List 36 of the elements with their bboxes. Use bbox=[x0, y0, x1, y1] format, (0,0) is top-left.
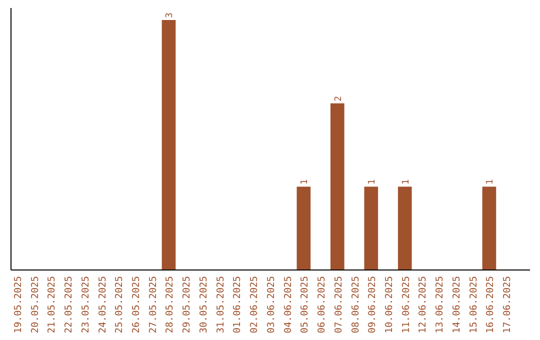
data-label: 1 bbox=[368, 179, 378, 185]
x-tick-label: 28.05.2025 bbox=[164, 276, 176, 334]
x-tick-label: 21.05.2025 bbox=[46, 276, 58, 334]
x-tick-label: 27.05.2025 bbox=[148, 276, 159, 334]
x-tick-label: 19.05.2025 bbox=[12, 276, 24, 334]
x-tick-label: 06.06.2025 bbox=[316, 276, 328, 334]
x-tick-label: 16.06.2025 bbox=[485, 276, 496, 334]
x-tick-label: 20.05.2025 bbox=[30, 276, 41, 334]
x-tick-label: 24.05.2025 bbox=[97, 276, 108, 334]
x-tick-label: 04.06.2025 bbox=[282, 276, 294, 334]
x-tick-label: 13.06.2025 bbox=[434, 276, 446, 334]
x-tick-label: 10.06.2025 bbox=[384, 276, 395, 334]
x-tick-label: 03.06.2025 bbox=[266, 276, 277, 334]
x-tick-label: 23.05.2025 bbox=[80, 276, 92, 334]
x-tick-label: 09.06.2025 bbox=[367, 276, 378, 334]
x-tick-label: 15.06.2025 bbox=[468, 276, 480, 334]
x-tick-label: 22.05.2025 bbox=[64, 276, 75, 334]
data-label: 2 bbox=[334, 96, 344, 102]
data-label: 1 bbox=[486, 179, 496, 185]
x-tick-label: 30.05.2025 bbox=[198, 276, 210, 334]
x-tick-label: 08.06.2025 bbox=[350, 276, 362, 334]
x-tick-label: 02.06.2025 bbox=[249, 276, 260, 334]
x-tick-label: 01.06.2025 bbox=[232, 276, 244, 334]
data-label: 1 bbox=[401, 179, 412, 185]
x-tick-label: 12.06.2025 bbox=[418, 276, 429, 334]
x-tick-label: 31.05.2025 bbox=[215, 276, 226, 334]
x-tick-label: 25.05.2025 bbox=[114, 276, 126, 334]
x-tick-label: 29.05.2025 bbox=[182, 276, 193, 334]
data-label: 1 bbox=[300, 179, 310, 185]
x-tick-label: 11.06.2025 bbox=[400, 276, 412, 334]
x-tick-label: 05.06.2025 bbox=[300, 276, 311, 334]
x-tick-label: 14.06.2025 bbox=[451, 276, 462, 334]
x-tick-label: 26.05.2025 bbox=[131, 276, 142, 334]
data-label: 3 bbox=[165, 12, 176, 18]
x-tick-label: 17.06.2025 bbox=[502, 276, 514, 334]
x-tick-label: 07.06.2025 bbox=[333, 276, 344, 334]
